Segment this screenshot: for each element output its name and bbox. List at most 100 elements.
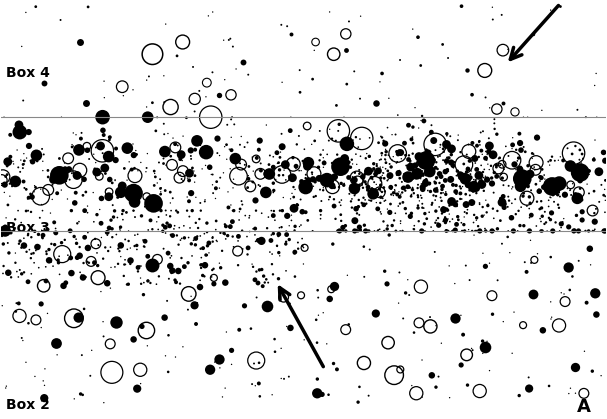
Point bbox=[98, 147, 107, 154]
Point bbox=[476, 162, 486, 169]
Point bbox=[380, 188, 390, 195]
Point bbox=[503, 204, 512, 210]
Point bbox=[81, 274, 90, 280]
Point bbox=[390, 186, 399, 193]
Point bbox=[575, 177, 585, 184]
Point bbox=[440, 214, 450, 221]
Point bbox=[487, 311, 497, 318]
Point bbox=[12, 300, 21, 307]
Point bbox=[186, 153, 195, 159]
Point bbox=[270, 336, 279, 342]
Point bbox=[443, 228, 453, 234]
Point bbox=[189, 168, 198, 174]
Point bbox=[391, 228, 401, 234]
Point bbox=[377, 152, 387, 159]
Point bbox=[564, 264, 574, 271]
Point bbox=[467, 140, 477, 146]
Point bbox=[409, 329, 419, 336]
Point bbox=[492, 131, 502, 137]
Point bbox=[84, 246, 93, 252]
Point bbox=[329, 196, 339, 203]
Point bbox=[31, 184, 41, 191]
Point bbox=[202, 79, 212, 86]
Point bbox=[54, 253, 64, 260]
Point bbox=[75, 142, 85, 149]
Point bbox=[527, 155, 537, 162]
Point bbox=[568, 180, 577, 187]
Point bbox=[274, 275, 283, 282]
Point bbox=[477, 151, 487, 158]
Point bbox=[300, 175, 310, 181]
Point bbox=[379, 137, 388, 144]
Point bbox=[309, 194, 319, 200]
Point bbox=[329, 282, 339, 289]
Point bbox=[450, 280, 459, 287]
Point bbox=[555, 153, 565, 160]
Point bbox=[398, 315, 408, 322]
Point bbox=[447, 151, 456, 158]
Point bbox=[377, 134, 387, 141]
Point bbox=[600, 193, 607, 199]
Point bbox=[338, 228, 348, 234]
Point bbox=[133, 167, 143, 174]
Point bbox=[75, 39, 85, 45]
Point bbox=[7, 158, 16, 164]
Point bbox=[161, 212, 171, 218]
Point bbox=[220, 221, 230, 228]
Point bbox=[10, 178, 20, 185]
Point bbox=[277, 207, 287, 214]
Point bbox=[15, 238, 25, 244]
Point bbox=[479, 174, 489, 181]
Point bbox=[143, 253, 152, 260]
Point bbox=[260, 279, 270, 286]
Point bbox=[178, 39, 188, 45]
Point bbox=[407, 191, 416, 198]
Point bbox=[515, 181, 524, 188]
Point bbox=[354, 197, 364, 203]
Point bbox=[112, 231, 121, 238]
Point bbox=[21, 359, 31, 366]
Point bbox=[429, 157, 438, 163]
Point bbox=[501, 143, 510, 150]
Point bbox=[106, 285, 115, 292]
Point bbox=[396, 191, 405, 197]
Point bbox=[507, 145, 517, 152]
Point bbox=[488, 16, 498, 23]
Point bbox=[525, 200, 535, 207]
Point bbox=[571, 168, 580, 175]
Point bbox=[287, 217, 296, 224]
Point bbox=[403, 174, 413, 181]
Point bbox=[354, 171, 364, 177]
Point bbox=[165, 213, 175, 220]
Point bbox=[143, 278, 153, 285]
Point bbox=[148, 262, 157, 269]
Point bbox=[275, 166, 285, 173]
Point bbox=[571, 390, 580, 396]
Point bbox=[461, 191, 470, 198]
Point bbox=[427, 129, 436, 135]
Point bbox=[450, 201, 460, 208]
Point bbox=[577, 217, 587, 223]
Point bbox=[419, 220, 429, 227]
Point bbox=[423, 187, 433, 194]
Point bbox=[378, 172, 387, 178]
Point bbox=[469, 212, 479, 218]
Point bbox=[546, 216, 555, 223]
Point bbox=[178, 344, 188, 350]
Point bbox=[590, 226, 600, 233]
Point bbox=[524, 194, 534, 200]
Point bbox=[381, 152, 390, 158]
Point bbox=[299, 163, 309, 170]
Point bbox=[265, 249, 275, 256]
Point bbox=[414, 320, 424, 326]
Point bbox=[255, 393, 265, 400]
Point bbox=[416, 192, 426, 199]
Point bbox=[389, 217, 399, 224]
Point bbox=[95, 173, 104, 180]
Point bbox=[554, 181, 563, 187]
Point bbox=[227, 347, 237, 354]
Point bbox=[164, 275, 174, 282]
Point bbox=[420, 210, 430, 217]
Point bbox=[492, 173, 501, 180]
Point bbox=[29, 189, 39, 195]
